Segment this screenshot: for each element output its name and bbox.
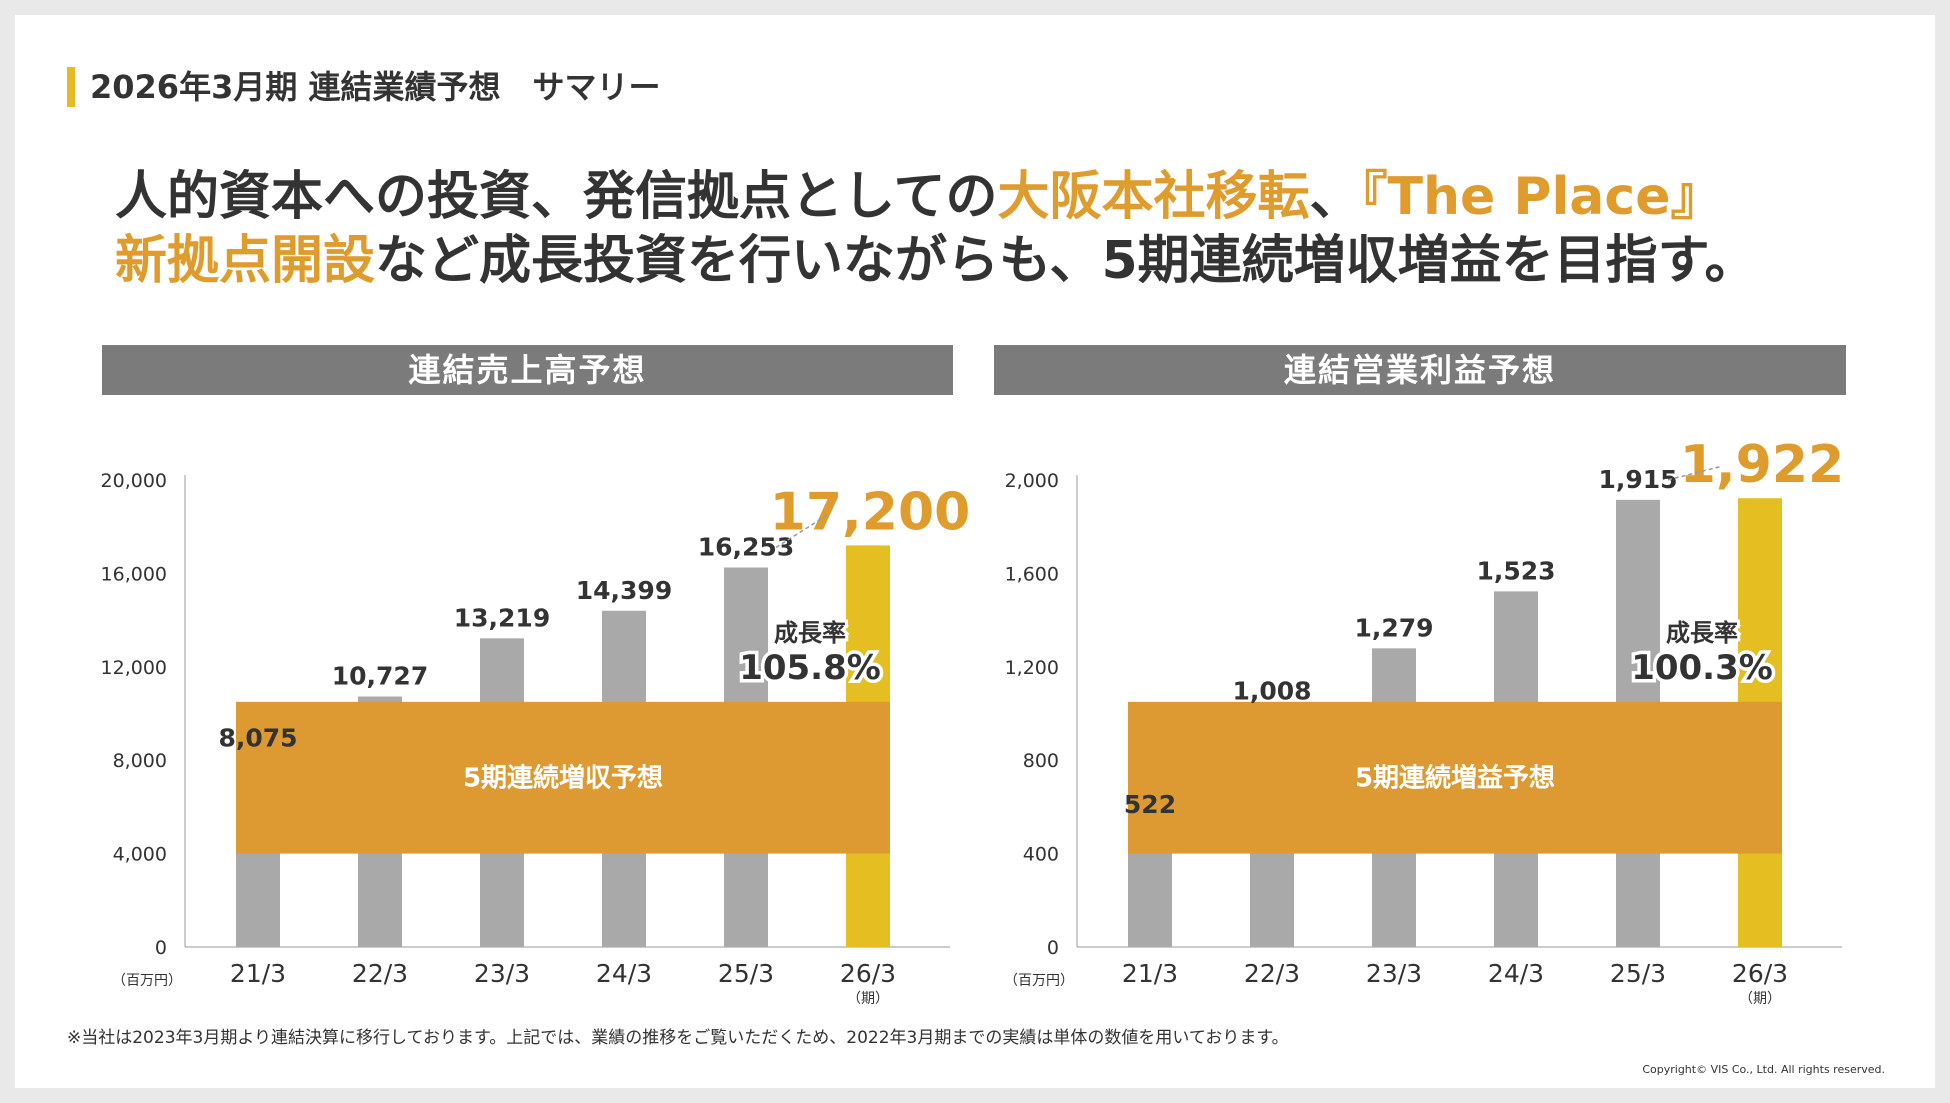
growth-rate-label: 成長率 [1666, 619, 1738, 647]
bar-value-label: 14,399 [576, 576, 672, 605]
growth-connector [775, 512, 831, 549]
sales-chart-header: 連結売上高予想 [102, 345, 953, 395]
headline-line-2: 新拠点開設など成長投資を行いながらも、5期連続増収増益を目指す。 [115, 229, 1875, 293]
copyright: Copyright© VIS Co., Ltd. All rights rese… [1642, 1063, 1885, 1076]
trend-band-label: 5期連続増益予想 [1355, 763, 1555, 794]
bar-value-label: 13,219 [454, 603, 550, 632]
y-tick-label: 8,000 [113, 750, 167, 772]
y-tick-label: 400 [1023, 844, 1059, 866]
x-tick-label: 25/3 [718, 959, 774, 988]
x-tick-label: 24/3 [1488, 959, 1544, 988]
profit-chart: 0 400 800 1,200 1,600 2,000 （百万円） 21/3 22/3 23/3 2… [1004, 435, 1844, 1007]
y-tick-label: 16,000 [101, 563, 167, 585]
x-tick-label: 26/3 [840, 959, 896, 988]
profit-chart-header: 連結営業利益予想 [994, 345, 1846, 395]
bar-value-label: 1,523 [1476, 556, 1555, 585]
bar-value-label: 1,915 [1598, 465, 1677, 494]
x-tick-label: 24/3 [596, 959, 652, 988]
y-axis-unit: （百万円） [1004, 973, 1074, 989]
y-tick-label: 2,000 [1005, 470, 1059, 492]
x-tick-label: 21/3 [230, 959, 286, 988]
bar-value-label: 1,279 [1354, 613, 1433, 642]
forecast-value-label: 1,922 [1680, 435, 1844, 495]
footnote: ※当社は2023年3月期より連結決算に移行しております。上記では、業績の推移をご… [67, 1028, 1289, 1048]
headline-highlight: 新拠点開設 [115, 231, 376, 291]
section-accent-bar [67, 67, 75, 107]
y-tick-label: 12,000 [101, 657, 167, 679]
x-tick-label: 22/3 [1244, 959, 1300, 988]
sales-chart: 0 4,000 8,000 12,000 16,000 20,000 （百万円） 21/3 22… [101, 470, 971, 1007]
x-tick-label: 23/3 [1366, 959, 1422, 988]
trend-band [1128, 701, 1782, 854]
bar-value-label: 10,727 [332, 662, 428, 691]
y-tick-label: 800 [1023, 750, 1059, 772]
x-axis-unit: （期） [847, 991, 889, 1007]
headline-segment: 人的資本への投資、発信拠点としての [115, 167, 998, 227]
bar-value-label: 1,008 [1232, 677, 1311, 706]
slide: 2026年3月期 連結業績予想 サマリー 人的資本への投資、発信拠点としての大阪… [15, 15, 1935, 1088]
headline: 人的資本への投資、発信拠点としての大阪本社移転、『The Place』 新拠点開… [115, 165, 1875, 293]
x-tick-label: 26/3 [1732, 959, 1788, 988]
y-tick-label: 20,000 [101, 470, 167, 492]
y-axis-unit: （百万円） [112, 973, 182, 989]
x-tick-label: 23/3 [474, 959, 530, 988]
y-tick-label: 1,200 [1005, 657, 1059, 679]
y-tick-label: 4,000 [113, 844, 167, 866]
trend-band-label: 5期連続増収予想 [463, 763, 663, 794]
x-tick-label: 22/3 [352, 959, 408, 988]
growth-rate-label: 成長率 [774, 619, 846, 647]
x-tick-label: 21/3 [1122, 959, 1178, 988]
section-title: 2026年3月期 連結業績予想 サマリー [90, 68, 661, 106]
growth-rate-value: 105.8% [739, 648, 881, 688]
y-tick-label: 0 [155, 937, 167, 959]
x-axis-unit: （期） [1739, 991, 1781, 1007]
headline-highlight: 『The Place』 [1361, 167, 1723, 227]
headline-highlight: 大阪本社移転 [997, 167, 1310, 227]
bar-value-label: 522 [1124, 790, 1176, 819]
bar-value-label: 8,075 [218, 723, 297, 752]
y-tick-label: 1,600 [1005, 563, 1059, 585]
x-tick-label: 25/3 [1610, 959, 1666, 988]
forecast-value-label: 17,200 [770, 482, 971, 542]
headline-segment: など成長投資を行いながらも、5期連続増収増益を目指す。 [375, 231, 1757, 291]
growth-connector [1667, 465, 1723, 481]
headline-line-1: 人的資本への投資、発信拠点としての大阪本社移転、『The Place』 [115, 165, 1875, 229]
trend-band [236, 701, 890, 854]
headline-segment: 、 [1309, 167, 1362, 227]
growth-rate-value: 100.3% [1631, 648, 1773, 688]
y-tick-label: 0 [1047, 937, 1059, 959]
